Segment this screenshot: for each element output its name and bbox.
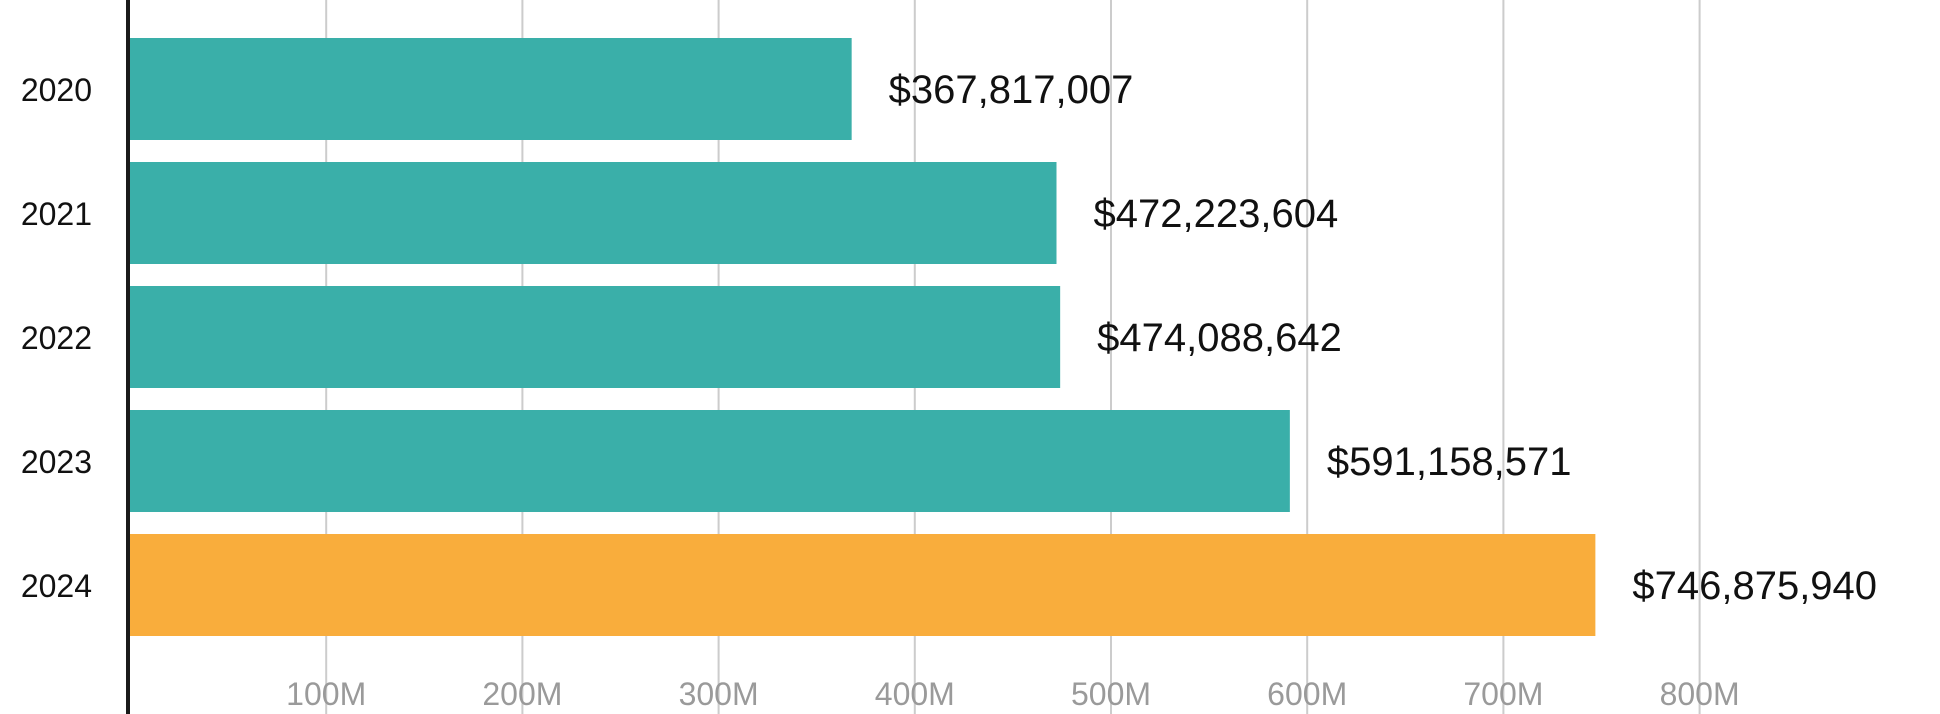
x-tick-label: 300M — [679, 676, 759, 712]
value-labels: $367,817,007 $472,223,604 $474,088,642 $591… — [889, 68, 1877, 608]
value-label-2020: $367,817,007 — [889, 68, 1134, 112]
category-label-2023: 2023 — [21, 444, 92, 480]
value-label-2023: $591,158,571 — [1327, 440, 1572, 484]
value-label-2024: $746,875,940 — [1632, 564, 1877, 608]
x-tick-label: 400M — [875, 676, 955, 712]
x-tick-label: 100M — [286, 676, 366, 712]
category-label-2021: 2021 — [21, 196, 92, 232]
x-tick-label: 200M — [482, 676, 562, 712]
category-label-2022: 2022 — [21, 320, 92, 356]
x-tick-label: 700M — [1463, 676, 1543, 712]
category-labels: 2020 2021 2022 2023 2024 — [21, 72, 92, 604]
value-label-2022: $474,088,642 — [1097, 316, 1342, 360]
category-label-2020: 2020 — [21, 72, 92, 108]
bar-2021 — [130, 162, 1057, 264]
bar-2020 — [130, 38, 852, 140]
bar-2024 — [130, 534, 1596, 636]
x-tick-label: 800M — [1660, 676, 1740, 712]
value-label-2021: $472,223,604 — [1094, 192, 1339, 236]
bar-2023 — [130, 410, 1290, 512]
bars — [130, 38, 1596, 636]
x-tick-label: 500M — [1071, 676, 1151, 712]
category-label-2024: 2024 — [21, 568, 92, 604]
x-tick-label: 600M — [1267, 676, 1347, 712]
bar-2022 — [130, 286, 1061, 388]
x-tick-labels: 100M 200M 300M 400M 500M 600M 700M 800M — [286, 676, 1739, 712]
